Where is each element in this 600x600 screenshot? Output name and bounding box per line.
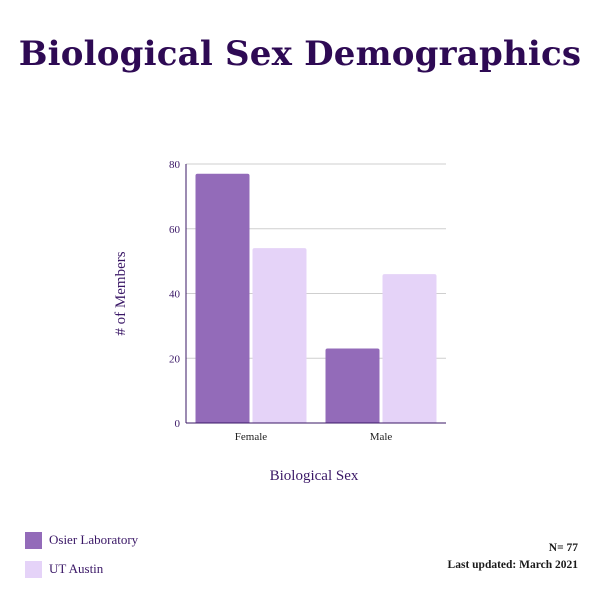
footnote: N= 77 Last updated: March 2021	[448, 540, 578, 574]
x-axis-label: Biological Sex	[270, 468, 359, 484]
y-tick-label: 60	[169, 224, 181, 236]
legend-label: UT Austin	[49, 561, 104, 576]
chart-title: Biological Sex Demographics	[18, 34, 582, 74]
axes: 0 20 40 60 80 Female Male	[169, 159, 446, 443]
bar-female-osier-laboratory	[195, 173, 250, 423]
legend-swatch	[25, 560, 42, 578]
legend-item-ut-austin: UT Austin	[25, 559, 138, 579]
legend: Osier Laboratory UT Austin	[25, 530, 138, 588]
x-tick-label: Female	[235, 431, 267, 443]
legend-label: Osier Laboratory	[49, 532, 139, 547]
bar-male-ut-austin	[382, 274, 437, 423]
sample-size-label: N= 77	[548, 542, 578, 554]
y-tick-label: 80	[169, 159, 181, 171]
y-tick-label: 0	[175, 418, 181, 430]
bars	[195, 173, 437, 423]
y-tick-label: 20	[169, 353, 181, 365]
bar-male-osier-laboratory	[325, 348, 380, 423]
y-axis-label: # of Members	[113, 251, 129, 335]
last-updated-label: Last updated: March 2021	[447, 559, 578, 571]
legend-swatch	[25, 531, 42, 549]
x-tick-label: Male	[370, 431, 393, 443]
y-tick-label: 40	[169, 289, 181, 301]
legend-item-osier-laboratory: Osier Laboratory	[25, 530, 138, 550]
bar-female-ut-austin	[252, 248, 307, 423]
